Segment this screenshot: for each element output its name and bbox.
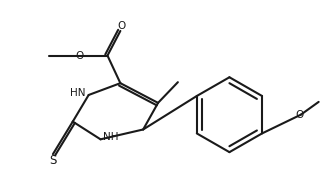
Text: O: O [296,110,304,120]
Text: HN: HN [70,88,85,98]
Text: NH: NH [103,132,118,142]
Text: O: O [117,21,126,31]
Text: O: O [76,51,84,61]
Text: S: S [49,153,57,167]
